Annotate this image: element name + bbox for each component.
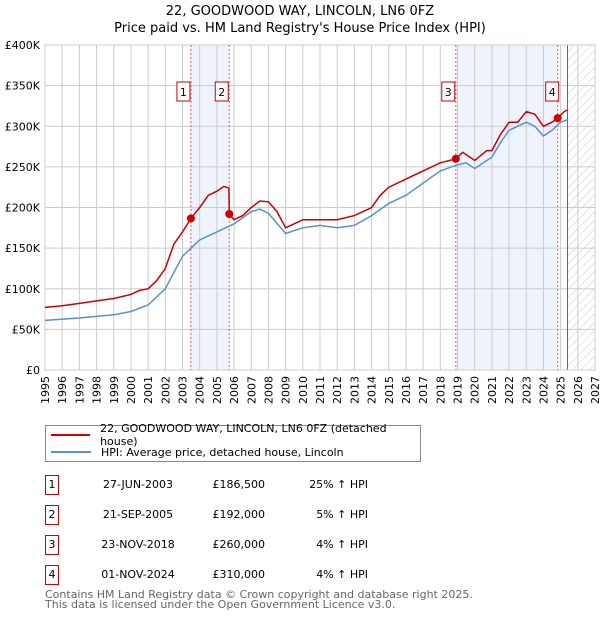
price-chart: 1995 1996 1997 1998 1999 2000 2001 2002 2003 2004…	[5, 39, 600, 404]
legend-item-hpi: HPI: Average price, detached house, Linc…	[46, 444, 344, 460]
x-tick-label: 2003	[177, 376, 190, 404]
sale-row: 3 23-NOV-2018 £260,000 4% ↑ HPI	[45, 535, 445, 555]
sale-number: 3	[45, 535, 59, 555]
y-tick-label: £100K	[5, 283, 41, 296]
x-tick-label: 2022	[503, 376, 516, 404]
y-tick-label: £400K	[5, 39, 41, 52]
sale-number: 4	[45, 565, 59, 585]
sale-date: 21-SEP-2005	[102, 508, 174, 521]
x-tick-label: 2025	[555, 376, 568, 404]
sale-price: £260,000	[212, 538, 266, 551]
x-tick-label: 2019	[452, 376, 465, 404]
hpi-line	[44, 119, 568, 322]
sale-badge-label: 3	[445, 86, 452, 99]
x-tick-label: 2010	[297, 376, 310, 404]
sale-badge-label: 2	[218, 86, 225, 99]
x-tick-label: 2008	[262, 376, 275, 404]
x-tick-label: 1999	[108, 376, 121, 404]
x-tick-label: 2013	[348, 376, 361, 404]
x-tick-label: 2024	[537, 376, 550, 404]
sale-hpi-diff: 25% ↑ HPI	[309, 478, 368, 491]
y-tick-label: £150K	[5, 242, 41, 255]
chart-title: 22, GOODWOOD WAY, LINCOLN, LN6 0FZ	[165, 4, 435, 19]
footer: Contains HM Land Registry data © Crown c…	[45, 588, 473, 611]
x-tick-label: 2014	[366, 376, 379, 404]
sale-date: 23-NOV-2018	[101, 538, 175, 551]
sale-row: 1 27-JUN-2003 £186,500 25% ↑ HPI	[45, 475, 445, 495]
sale-price: £186,500	[212, 478, 266, 491]
chart-subtitle: Price paid vs. HM Land Registry's House …	[114, 21, 486, 36]
footer-copyright: Contains HM Land Registry data © Crown c…	[45, 588, 473, 601]
sale-row: 4 01-NOV-2024 £310,000 4% ↑ HPI	[45, 565, 445, 585]
sale-date: 27-JUN-2003	[102, 478, 174, 491]
sale-date: 01-NOV-2024	[101, 568, 175, 581]
x-tick-label: 2002	[159, 376, 172, 404]
property-price-line	[44, 109, 568, 309]
x-tick-label: 1996	[56, 376, 69, 404]
x-tick-label: 2000	[125, 376, 138, 404]
legend-label-property: 22, GOODWOOD WAY, LINCOLN, LN6 0FZ (deta…	[100, 422, 387, 448]
x-tick-label: 2017	[417, 376, 430, 404]
x-tick-label: 1998	[91, 376, 104, 404]
sale-number: 2	[45, 505, 59, 525]
x-tick-label: 2016	[400, 376, 413, 404]
sale-price: £310,000	[212, 568, 266, 581]
legend-swatch-property	[51, 434, 91, 436]
y-tick-label: £50K	[12, 323, 41, 336]
x-tick-label: 2015	[383, 376, 396, 404]
sale-badge	[441, 81, 456, 102]
x-tick-label: 2021	[486, 376, 499, 404]
x-tick-label: 1995	[39, 376, 52, 404]
sale-point	[553, 114, 562, 123]
sale-hpi-diff: 5% ↑ HPI	[316, 508, 368, 521]
x-tick-label: 2006	[228, 376, 241, 404]
x-tick-label: 2005	[211, 376, 224, 404]
y-tick-label: £200K	[5, 202, 41, 215]
sale-point	[186, 214, 195, 223]
x-tick-label: 2009	[280, 376, 293, 404]
legend-swatch-hpi	[51, 451, 91, 453]
x-tick-label: 2001	[142, 376, 155, 404]
sale-point	[451, 154, 460, 163]
y-tick-label: £0	[26, 364, 40, 377]
sale-badge-label: 4	[549, 86, 556, 99]
sale-badge	[176, 81, 191, 102]
x-tick-label: 2007	[245, 376, 258, 404]
y-tick-label: £300K	[5, 120, 41, 133]
sale-badge	[545, 81, 560, 102]
legend: 22, GOODWOOD WAY, LINCOLN, LN6 0FZ (deta…	[45, 422, 421, 462]
sale-price: £192,000	[212, 508, 266, 521]
x-tick-label: 2012	[331, 376, 344, 404]
x-tick-label: 2004	[194, 376, 207, 404]
footer-licence: This data is licensed under the Open Gov…	[45, 598, 396, 611]
x-tick-label: 1997	[73, 376, 86, 404]
sale-point	[225, 210, 234, 218]
x-tick-label: 2027	[589, 376, 600, 404]
y-tick-label: £250K	[5, 161, 41, 174]
sale-badge-label: 1	[180, 86, 187, 99]
x-tick-label: 2026	[572, 376, 585, 404]
plot-border	[44, 44, 596, 371]
legend-item-property: 22, GOODWOOD WAY, LINCOLN, LN6 0FZ (deta…	[46, 422, 420, 448]
legend-label-hpi: HPI: Average price, detached house, Linc…	[101, 445, 344, 459]
sale-number: 1	[45, 475, 59, 495]
sale-badge	[214, 81, 229, 102]
sale-hpi-diff: 4% ↑ HPI	[316, 538, 368, 551]
x-tick-label: 2011	[314, 376, 327, 404]
x-tick-label: 2018	[434, 376, 447, 404]
y-tick-label: £350K	[5, 80, 41, 93]
x-tick-label: 2020	[469, 376, 482, 404]
sale-hpi-diff: 4% ↑ HPI	[316, 568, 368, 581]
x-tick-label: 2023	[520, 376, 533, 404]
sale-row: 2 21-SEP-2005 £192,000 5% ↑ HPI	[45, 505, 445, 525]
